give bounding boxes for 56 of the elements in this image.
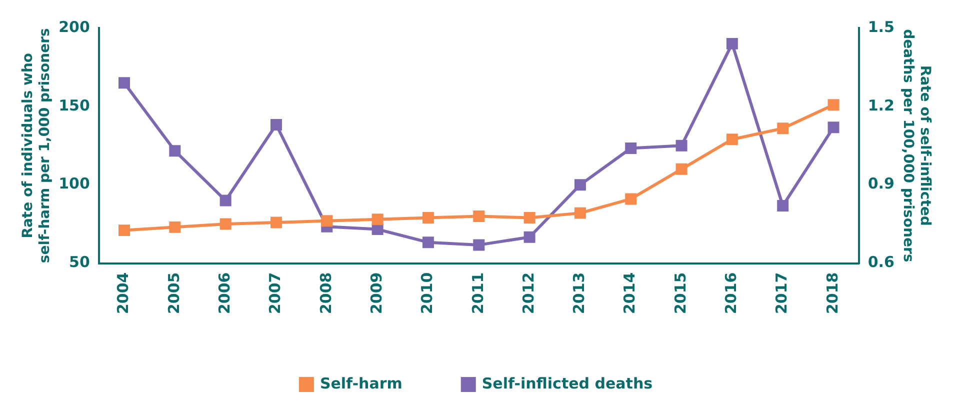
point (676, 163, 688, 175)
point (270, 118, 282, 130)
y2-tick-label: 1.5 (868, 18, 894, 36)
point (321, 215, 333, 227)
y2-tick-label: 0.9 (868, 174, 894, 193)
x-tick-label: 2010 (418, 272, 436, 314)
y2-tick-label: 1.2 (868, 96, 894, 114)
point (220, 218, 232, 230)
x-tick-label: 2007 (266, 272, 284, 314)
x-tick-label: 2018 (823, 272, 842, 314)
point (726, 134, 738, 146)
point (676, 140, 688, 152)
point (777, 122, 789, 134)
x-tick-label: 2014 (620, 272, 639, 314)
point (169, 221, 181, 233)
y-tick-label: 200 (58, 18, 90, 36)
y2-tick-label: 0.6 (868, 253, 894, 272)
y-axis-title: Rate of individuals who self-harm per 1,000 prisoners (20, 28, 53, 264)
point (625, 193, 637, 205)
y-tick-label: 100 (58, 174, 90, 193)
point (372, 214, 384, 226)
point (726, 38, 738, 50)
x-tick-label: 2006 (215, 272, 234, 314)
x-tick-label: 2005 (164, 272, 183, 314)
x-tick-label: 2012 (519, 272, 538, 314)
point (270, 216, 282, 228)
legend-label: Self-inflicted deaths (482, 374, 653, 392)
point (473, 239, 485, 251)
point (118, 224, 130, 236)
point (524, 212, 536, 224)
x-tick-label: 2011 (468, 272, 487, 314)
point (422, 236, 434, 248)
point (169, 145, 181, 157)
point (524, 231, 536, 243)
point (828, 122, 840, 134)
point (828, 99, 840, 111)
point (372, 224, 384, 236)
point (574, 179, 586, 191)
point (220, 194, 232, 206)
y2-axis-title: Rate of self-inflicted deaths per 100,000 prisoners (900, 29, 933, 262)
x-tick-label: 2015 (671, 272, 690, 314)
x-tick-label: 2004 (114, 272, 132, 314)
y-tick-label: 150 (58, 96, 90, 114)
x-tick-label: 2009 (367, 272, 386, 314)
x-tick-label: 2017 (772, 272, 791, 314)
point (777, 200, 789, 212)
point (422, 212, 434, 224)
point (574, 207, 586, 219)
x-tick-label: 2016 (722, 272, 740, 314)
legend-label: Self-harm (320, 374, 402, 392)
point (473, 210, 485, 222)
point (118, 77, 130, 89)
y-tick-label: 50 (69, 253, 90, 272)
point (625, 142, 637, 154)
x-tick-label: 2013 (570, 272, 588, 314)
x-tick-label: 2008 (316, 272, 335, 314)
